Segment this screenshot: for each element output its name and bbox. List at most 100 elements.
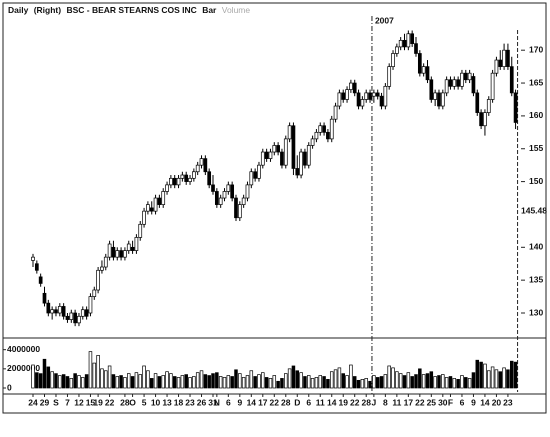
candle-body — [69, 312, 74, 320]
candle-body — [283, 138, 288, 166]
candle-body — [34, 263, 39, 271]
candle-body — [295, 168, 300, 176]
volume-bar — [372, 375, 376, 389]
candle-body — [276, 145, 280, 153]
candle-body — [306, 145, 311, 166]
volume-bar — [253, 376, 257, 389]
x-tick-label: S — [53, 397, 59, 407]
annotation: 2007 — [375, 15, 394, 25]
candle-body — [303, 151, 307, 166]
volume-bar — [54, 373, 58, 389]
volume-bar — [345, 375, 349, 389]
candle-body — [249, 171, 254, 186]
volume-bar — [123, 377, 127, 389]
volume-bar — [226, 375, 231, 389]
x-tick-label: 22 — [350, 397, 360, 407]
volume-bar — [195, 372, 200, 389]
volume-bar — [107, 365, 112, 389]
volume-bar — [142, 365, 146, 389]
volume-bar — [134, 372, 139, 389]
volume-bar — [58, 375, 62, 389]
volume-bar — [203, 374, 208, 389]
title-part: (Right) — [34, 5, 62, 15]
candle-body — [310, 138, 315, 146]
y-tick-label: 155 — [529, 143, 543, 153]
candle-body — [471, 76, 476, 94]
volume-bar — [161, 375, 165, 389]
candle-body — [130, 246, 135, 251]
candle-body — [184, 174, 189, 182]
volume-bar — [65, 376, 70, 389]
x-tick-label: 22 — [270, 397, 280, 407]
x-tick-label: 19 — [338, 397, 348, 407]
volume-bar — [352, 376, 357, 389]
x-tick-label: 30 — [438, 397, 448, 407]
x-tick-label: D — [294, 397, 300, 407]
candle-body — [410, 33, 415, 44]
x-tick-label: 26 — [197, 397, 207, 407]
volume-bar — [513, 361, 518, 389]
volume-bar — [429, 371, 434, 389]
candle-body — [153, 197, 158, 212]
x-tick-label: 17 — [404, 397, 414, 407]
x-tick-label: 14 — [327, 397, 337, 407]
x-tick-label: 14 — [247, 397, 257, 407]
volume-bar — [467, 378, 472, 389]
candle-body — [50, 309, 55, 314]
volume-bar — [414, 374, 418, 389]
candle-body — [146, 204, 150, 212]
x-tick-label: 25 — [427, 397, 437, 407]
volume-bar — [207, 375, 211, 389]
candle-body — [226, 184, 231, 192]
volume-bar — [96, 355, 100, 389]
volume-bar — [115, 376, 120, 389]
candle-body — [440, 92, 445, 107]
volume-bar — [284, 373, 288, 389]
candle-body — [234, 197, 238, 219]
volume-bar — [188, 377, 192, 389]
x-tick-label: N — [214, 397, 220, 407]
volume-bar — [398, 373, 403, 389]
volume-bar — [406, 372, 411, 389]
candle-body — [161, 191, 166, 205]
volume-bar — [341, 373, 345, 389]
volume-bar — [100, 368, 104, 389]
volume-bar — [169, 373, 173, 389]
volume-bar — [69, 378, 74, 389]
x-tick-label: 22 — [105, 397, 115, 407]
volume-bar — [464, 377, 468, 389]
x-tick-label: 12 — [74, 397, 84, 407]
candle-body — [490, 72, 495, 100]
x-tick-label: 14 — [480, 397, 490, 407]
volume-bar — [425, 373, 430, 389]
volume-bar — [50, 371, 54, 389]
candle-body — [444, 79, 449, 94]
candle-body — [421, 66, 426, 74]
candle-body — [77, 315, 81, 324]
volume-bar — [360, 379, 365, 389]
candle-body — [272, 145, 277, 153]
volume-bar — [153, 373, 158, 389]
candle-body — [368, 92, 372, 100]
candle-body — [341, 92, 346, 100]
candle-body — [391, 53, 395, 67]
volume-bar — [510, 360, 514, 389]
candle-body — [352, 82, 357, 94]
candle-body — [103, 256, 108, 268]
candle-body — [375, 92, 380, 97]
volume-bar — [475, 359, 480, 389]
candle-body — [237, 204, 242, 219]
volume-bar — [249, 370, 254, 389]
volume-bar — [280, 378, 284, 389]
volume-bar — [318, 375, 323, 389]
candle-body — [211, 184, 215, 192]
volume-bar — [149, 378, 154, 389]
volume-bar — [395, 371, 399, 389]
y-tick-label: 4000000 — [7, 344, 40, 354]
candle-body — [513, 92, 518, 123]
candle-body — [414, 43, 418, 54]
volume-bar — [42, 358, 47, 389]
candle-body — [383, 85, 388, 107]
volume-bar — [452, 378, 457, 389]
